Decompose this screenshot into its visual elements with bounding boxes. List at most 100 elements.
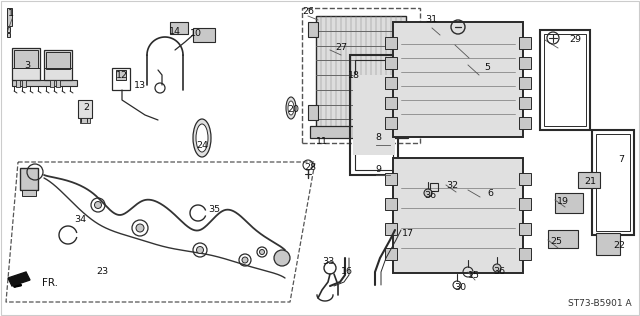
Bar (116, 70, 126, 80)
Text: 24: 24 (196, 142, 208, 150)
Text: 18: 18 (348, 70, 360, 80)
Bar (385, 117, 397, 129)
Bar (16, 80, 20, 87)
Bar (20, 168, 38, 190)
Text: 36: 36 (493, 266, 505, 276)
Text: ST73-B5901 A: ST73-B5901 A (568, 300, 632, 308)
Bar (540, 30, 590, 130)
Bar (78, 100, 92, 118)
Bar (56, 80, 60, 87)
Text: FR.: FR. (42, 278, 58, 288)
Bar (22, 80, 26, 87)
Bar (46, 52, 70, 69)
Bar (308, 105, 318, 120)
Ellipse shape (286, 97, 296, 119)
Bar (385, 37, 397, 49)
Text: 3: 3 (24, 60, 30, 70)
Circle shape (274, 250, 290, 266)
Bar (555, 193, 583, 213)
Text: 10: 10 (190, 29, 202, 39)
Text: 26: 26 (302, 8, 314, 16)
Bar (7, 8, 12, 26)
Text: 36: 36 (424, 191, 436, 200)
Ellipse shape (193, 119, 211, 157)
Bar (310, 126, 408, 138)
Text: 7: 7 (618, 155, 624, 165)
Bar (7, 33, 10, 37)
Text: 16: 16 (341, 268, 353, 276)
Text: 17: 17 (402, 228, 414, 238)
Bar (385, 223, 397, 235)
Bar (430, 183, 438, 191)
Bar (22, 190, 36, 196)
Circle shape (196, 246, 204, 253)
Text: 11: 11 (316, 137, 328, 145)
Bar (578, 172, 600, 188)
Bar (355, 60, 393, 170)
Text: 22: 22 (613, 240, 625, 250)
Text: 19: 19 (557, 197, 569, 205)
Bar (7, 27, 10, 32)
Text: 33: 33 (322, 258, 334, 266)
Bar (80, 118, 90, 123)
Bar (170, 22, 188, 34)
Circle shape (95, 202, 102, 209)
Text: 23: 23 (96, 268, 108, 276)
Text: 14: 14 (169, 27, 181, 37)
Bar (544, 34, 586, 126)
Text: 25: 25 (550, 238, 562, 246)
Circle shape (136, 224, 144, 232)
Bar (193, 28, 215, 42)
Text: 2: 2 (83, 104, 89, 112)
Text: 5: 5 (484, 64, 490, 72)
Bar (350, 55, 398, 175)
Text: 30: 30 (454, 283, 466, 291)
Text: 31: 31 (425, 15, 437, 25)
Text: 12: 12 (116, 71, 128, 81)
Bar (519, 57, 531, 69)
Ellipse shape (196, 124, 208, 152)
Bar (519, 37, 531, 49)
Bar (519, 248, 531, 260)
Text: 35: 35 (208, 205, 220, 215)
Bar (308, 22, 318, 37)
Bar (519, 77, 531, 89)
Bar (385, 57, 397, 69)
Bar (14, 50, 38, 68)
Bar (385, 248, 397, 260)
Bar (353, 75, 395, 155)
Text: 6: 6 (487, 189, 493, 198)
Bar (592, 130, 634, 235)
Bar (302, 8, 420, 143)
Text: 21: 21 (584, 177, 596, 185)
Bar (385, 198, 397, 210)
Bar (596, 233, 620, 255)
Bar (316, 16, 406, 134)
Text: 20: 20 (287, 105, 299, 113)
Circle shape (242, 257, 248, 263)
Bar (385, 97, 397, 109)
Bar (519, 198, 531, 210)
Text: 9: 9 (375, 166, 381, 174)
Bar (12, 48, 40, 80)
Bar (393, 158, 523, 273)
Bar (385, 77, 397, 89)
Bar (519, 117, 531, 129)
Text: 29: 29 (569, 35, 581, 45)
Ellipse shape (288, 101, 294, 115)
Bar (519, 97, 531, 109)
Text: 1: 1 (8, 9, 14, 19)
Bar (596, 134, 630, 231)
Bar (519, 173, 531, 185)
Text: 13: 13 (134, 81, 146, 89)
Text: 28: 28 (304, 163, 316, 173)
Bar (393, 22, 523, 137)
Circle shape (424, 189, 432, 197)
Circle shape (493, 264, 501, 272)
Bar (548, 230, 578, 248)
Bar (112, 68, 130, 90)
Text: 8: 8 (375, 132, 381, 142)
Text: 15: 15 (468, 270, 480, 279)
Bar (385, 173, 397, 185)
Circle shape (259, 250, 264, 254)
